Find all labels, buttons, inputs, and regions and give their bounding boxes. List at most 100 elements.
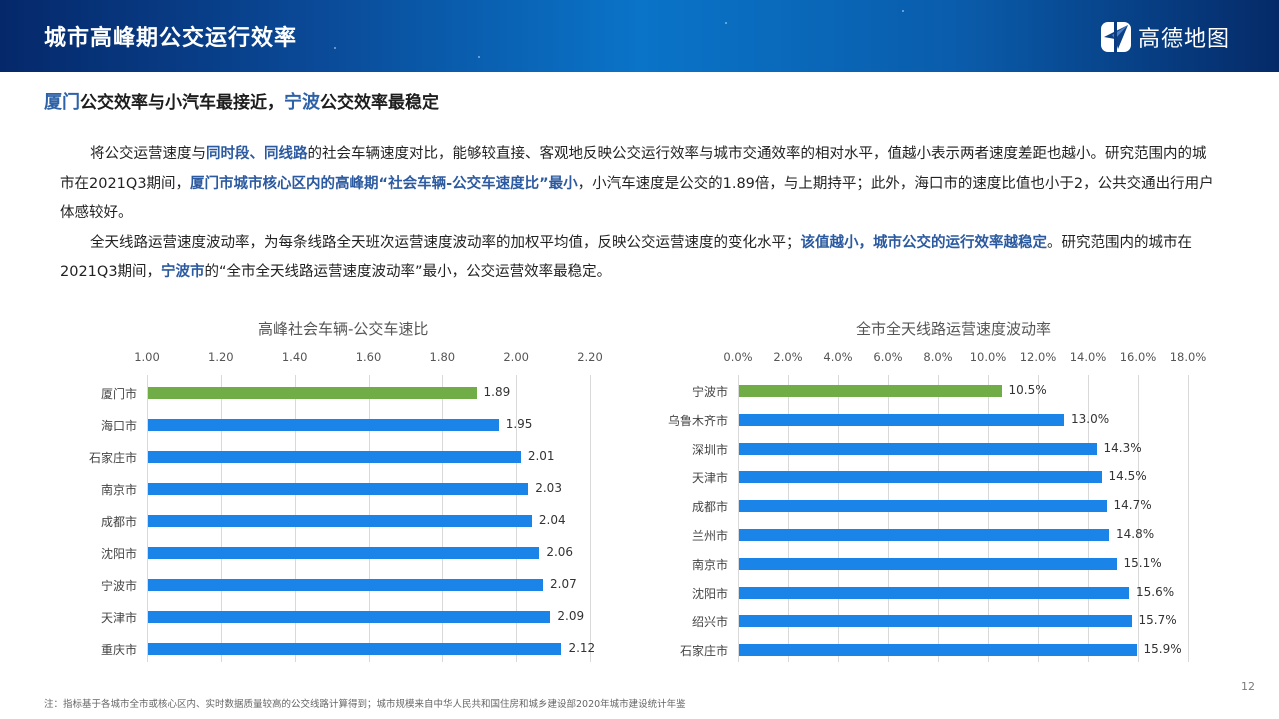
category-label: 石家庄市 — [88, 451, 137, 465]
x-tick-label: 1.60 — [355, 350, 382, 364]
gridline — [838, 375, 839, 662]
bar-value-label: 15.9% — [1143, 642, 1182, 657]
emphasis-text: 厦门市城市核心区内的高峰期“社会车辆-公交车速度比”最小 — [190, 175, 578, 192]
paragraph-speed-ratio: 将公交运营速度与同时段、同线路的社会车辆速度对比，能够较直接、客观地反映公交运行… — [60, 140, 1220, 229]
body-text: 将公交运营速度与同时段、同线路的社会车辆速度对比，能够较直接、客观地反映公交运行… — [60, 140, 1220, 288]
bar-value-label: 10.5% — [1008, 383, 1047, 397]
text: ，小汽车速度是公交的1.89倍，与上期持平；此外，海口市的速度比值也小于2，公共… — [60, 175, 1214, 222]
subtitle-text: 公交效率与小汽车最接近， — [80, 93, 284, 113]
x-tick-label: 1.40 — [281, 350, 308, 364]
gridline — [147, 375, 148, 662]
x-tick-label: 2.20 — [577, 350, 603, 364]
gridline — [1138, 375, 1139, 662]
category-label: 天津市 — [100, 611, 137, 625]
x-tick-label: 1.20 — [208, 350, 234, 364]
bar — [739, 644, 1137, 657]
gridline — [1038, 375, 1039, 662]
bar — [739, 500, 1107, 513]
gridline — [738, 375, 739, 662]
text: 全天线路运营速度波动率，为每条线路全天班次运营速度波动率的加权平均值，反映公交运… — [90, 234, 801, 251]
chart-title: 全市全天线路运营速度波动率 — [856, 320, 1052, 338]
x-tick-label: 12.0% — [1019, 350, 1057, 364]
x-tick-label: 0.0% — [723, 350, 753, 364]
bar-value-label: 15.6% — [1136, 584, 1175, 599]
bar-value-label: 14.5% — [1108, 469, 1147, 484]
bar — [739, 586, 1129, 599]
text: 的“全市全天线路运营速度波动率”最小，公交运营效率最稳定。 — [204, 264, 612, 280]
bar-value-label: 13.0% — [1071, 411, 1110, 426]
x-tick-label: 8.0% — [923, 350, 953, 364]
bar-value-label: 1.95 — [505, 417, 533, 431]
bar — [739, 413, 1064, 426]
category-label: 乌鲁木齐市 — [667, 413, 728, 428]
bar-value-label: 15.1% — [1123, 555, 1162, 570]
paragraph-volatility: 全天线路运营速度波动率，为每条线路全天班次运营速度波动率的加权平均值，反映公交运… — [60, 229, 1220, 288]
category-label: 沈阳市 — [100, 547, 137, 561]
page-title: 城市高峰期公交运行效率 — [44, 26, 298, 51]
category-label: 南京市 — [100, 483, 137, 497]
bar — [739, 529, 1109, 541]
x-tick-label: 14.0% — [1069, 350, 1107, 364]
bar-value-label: 2.03 — [535, 481, 562, 495]
subtitle-highlight-xiamen: 厦门 — [44, 92, 80, 113]
brand-logo: 高德地图 — [1100, 20, 1230, 54]
bar — [739, 557, 1117, 570]
bar-value-label: 1.89 — [483, 385, 511, 399]
category-label: 兰州市 — [691, 529, 728, 543]
category-label: 成都市 — [100, 515, 137, 529]
bar-value-label: 2.09 — [557, 609, 585, 623]
bar — [148, 451, 521, 463]
bar-value-label: 14.3% — [1103, 440, 1142, 455]
x-tick-label: 10.0% — [969, 350, 1007, 364]
logo-text: 高德地图 — [1138, 27, 1231, 52]
page-number: 12 — [1241, 680, 1255, 693]
emphasis-text: 同时段、同线路 — [206, 146, 308, 162]
bar — [148, 515, 532, 527]
bar — [148, 419, 499, 431]
header-banner: 城市高峰期公交运行效率 高德地图 — [0, 0, 1279, 72]
category-label: 厦门市 — [100, 387, 137, 401]
gridline — [590, 375, 591, 662]
category-label: 沈阳市 — [691, 586, 728, 601]
subtitle-highlight-ningbo: 宁波 — [284, 92, 320, 113]
bar — [739, 471, 1102, 484]
bar-value-label: 14.7% — [1113, 498, 1152, 513]
bar-value-label: 2.04 — [538, 513, 566, 527]
bar — [739, 442, 1097, 455]
gridline — [1188, 375, 1189, 662]
text: 的社会车辆速度对比，能够较直接、客观地反映公交运行效率与城市交通效率的相对水平，… — [60, 146, 1207, 192]
bar — [148, 611, 551, 623]
bar-value-label: 2.01 — [527, 449, 555, 463]
x-tick-label: 1.80 — [429, 350, 456, 364]
emphasis-text: 宁波市 — [161, 264, 205, 280]
gridline — [988, 375, 989, 662]
category-label: 海口市 — [100, 419, 137, 433]
category-label: 绍兴市 — [691, 615, 728, 630]
x-tick-label: 2.0% — [773, 350, 803, 364]
category-label: 深圳市 — [691, 442, 728, 457]
x-tick-label: 4.0% — [823, 350, 853, 364]
bar-value-label: 2.07 — [550, 577, 577, 591]
category-label: 宁波市 — [100, 579, 137, 593]
chart-title: 高峰社会车辆-公交车速比 — [258, 320, 429, 338]
bar — [148, 579, 543, 591]
category-label: 重庆市 — [100, 643, 137, 657]
amap-paper-plane-logo-icon — [1101, 21, 1131, 53]
bar — [739, 385, 1002, 397]
bar — [148, 483, 529, 495]
gridline — [788, 375, 789, 662]
x-tick-label: 6.0% — [873, 350, 903, 364]
bar-value-label: 14.8% — [1116, 527, 1155, 541]
subtitle-text: 公交效率最稳定 — [320, 93, 439, 113]
x-tick-label: 2.00 — [503, 350, 529, 364]
category-label: 天津市 — [691, 471, 728, 486]
gridline — [938, 375, 939, 662]
x-tick-label: 1.00 — [134, 350, 160, 364]
footnote: 注：指标基于各城市全市或核心区内、实时数据质量较高的公交线路计算得到；城市规模来… — [44, 699, 686, 710]
category-label: 石家庄市 — [679, 644, 728, 659]
text: 将公交运营速度与 — [90, 146, 206, 162]
section-subtitle: 厦门公交效率与小汽车最接近，宁波公交效率最稳定 — [44, 88, 439, 114]
bar — [739, 615, 1132, 628]
bar-value-label: 2.06 — [546, 545, 574, 559]
x-tick-label: 16.0% — [1119, 350, 1157, 364]
